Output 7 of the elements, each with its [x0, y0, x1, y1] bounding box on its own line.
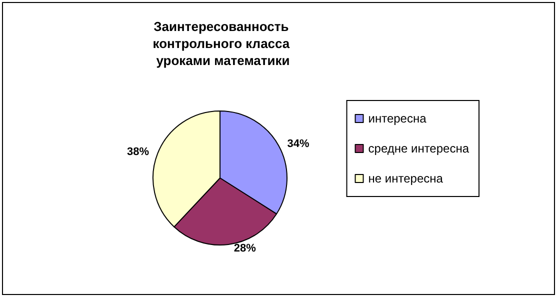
data-label: 34%: [287, 138, 310, 150]
legend-label: интересна: [368, 112, 427, 126]
data-label: 28%: [234, 242, 256, 254]
chart-title: Заинтересованность контрольного класса уроками математики: [152, 19, 294, 68]
legend-label: не интересна: [368, 172, 444, 186]
legend-label: средне интересна: [368, 142, 470, 156]
data-label: 38%: [126, 146, 150, 158]
